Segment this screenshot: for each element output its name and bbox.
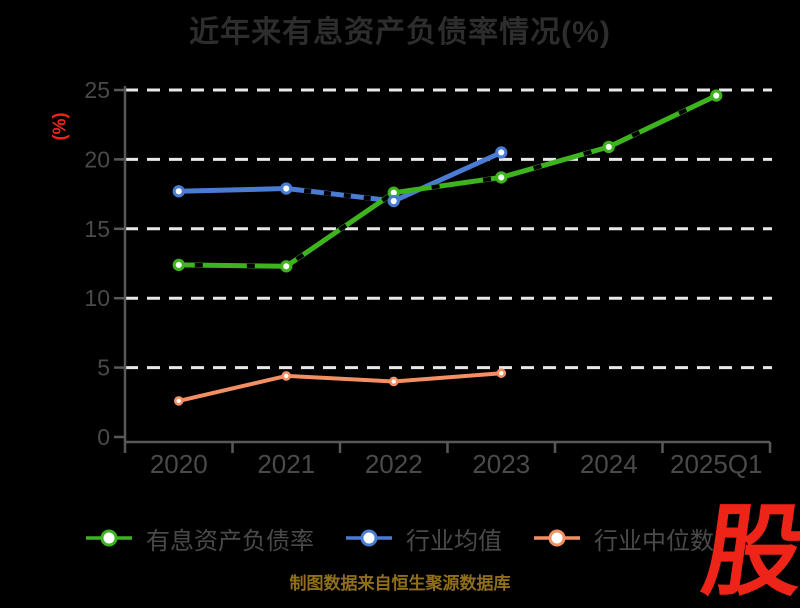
svg-text:10: 10 bbox=[84, 285, 110, 311]
legend-label: 行业中位数 bbox=[594, 527, 714, 555]
gridlines bbox=[125, 88, 772, 370]
data-source-caption: 制图数据来自恒生聚源数据库 bbox=[289, 574, 511, 593]
series-interest-bearing-ratio bbox=[172, 89, 723, 273]
legend-marker-green-icon bbox=[86, 529, 132, 547]
legend-item-interest-bearing-ratio: 有息资产负债率 bbox=[86, 521, 314, 556]
stock-watermark-logo: 股 bbox=[696, 496, 800, 608]
series-industry-mean-markers bbox=[172, 146, 508, 208]
legend-marker-blue-icon bbox=[346, 529, 392, 547]
axes bbox=[114, 86, 772, 453]
chart-legend: 有息资产负债率 行业均值 行业中位数 bbox=[86, 521, 714, 556]
legend-label: 有息资产负债率 bbox=[146, 527, 314, 555]
svg-text:15: 15 bbox=[84, 216, 110, 242]
svg-text:0: 0 bbox=[97, 424, 110, 450]
svg-text:25: 25 bbox=[84, 77, 110, 103]
legend-item-industry-median: 行业中位数 bbox=[534, 521, 714, 556]
svg-text:2021: 2021 bbox=[257, 449, 315, 479]
legend-label: 行业均值 bbox=[406, 527, 502, 555]
y-tick-labels: 0 5 10 15 20 25 bbox=[84, 77, 110, 450]
series-industry-mean bbox=[176, 150, 504, 204]
x-tick-labels: 2020 2021 2022 2023 2024 2025Q1 bbox=[150, 449, 763, 479]
svg-text:2024: 2024 bbox=[580, 449, 638, 479]
legend-item-industry-mean: 行业均值 bbox=[346, 521, 502, 556]
chart-title: 近年来有息资产负债率情况(%) bbox=[189, 16, 611, 49]
svg-text:2025Q1: 2025Q1 bbox=[670, 449, 763, 479]
svg-text:2020: 2020 bbox=[150, 449, 208, 479]
svg-text:2023: 2023 bbox=[472, 449, 530, 479]
legend-marker-orange-icon bbox=[534, 529, 580, 547]
series-industry-median bbox=[173, 368, 507, 406]
svg-text:5: 5 bbox=[97, 355, 110, 381]
svg-text:2022: 2022 bbox=[365, 449, 423, 479]
svg-text:20: 20 bbox=[84, 146, 110, 172]
